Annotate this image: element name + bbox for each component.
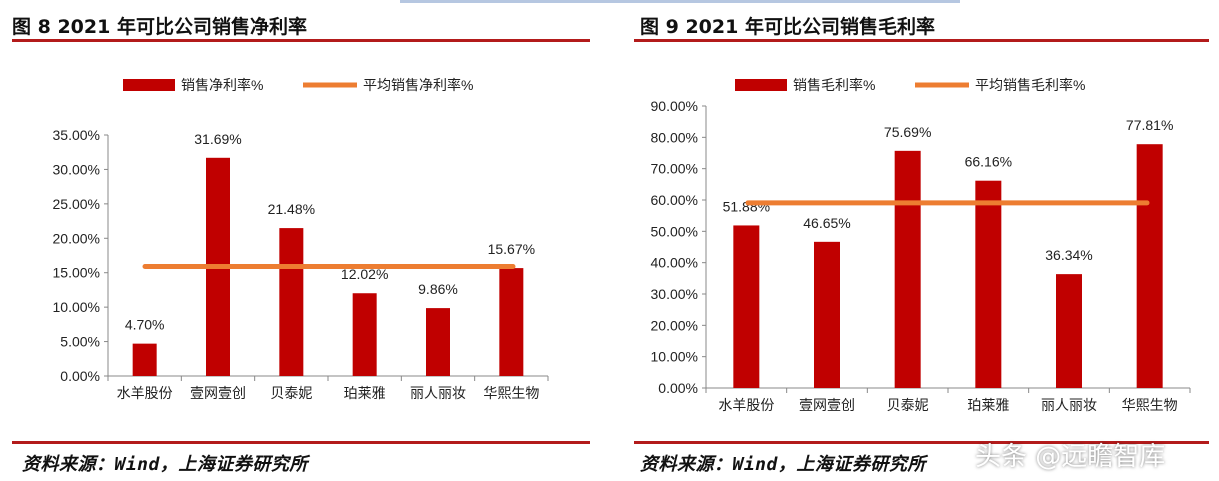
category-label: 华熙生物 — [483, 385, 539, 401]
y-tick-label: 40.00% — [651, 255, 698, 271]
top-edge-strip — [400, 0, 960, 3]
y-tick-label: 60.00% — [651, 192, 698, 208]
figure-9-title: 图 9 2021 年可比公司销售毛利率 — [640, 16, 935, 38]
data-label: 21.48% — [268, 201, 315, 217]
legend-bar-swatch — [123, 79, 175, 91]
y-tick-label: 25.00% — [53, 196, 100, 212]
legend-average-label: 平均销售净利率% — [363, 77, 473, 93]
y-tick-label: 15.00% — [53, 265, 100, 281]
figure-9-top-rule — [634, 39, 1209, 42]
category-label: 丽人丽妆 — [410, 385, 466, 401]
category-label: 华熙生物 — [1122, 397, 1178, 413]
category-label: 贝泰妮 — [887, 397, 929, 413]
data-label: 12.02% — [341, 266, 388, 282]
bar-4 — [352, 293, 377, 376]
data-label: 36.34% — [1045, 247, 1092, 263]
y-tick-label: 20.00% — [53, 230, 100, 246]
figure-9-panel: 图 9 2021 年可比公司销售毛利率 销售毛利率% 平均销售毛利率% 0.00% 1… — [622, 0, 1219, 481]
figure-8-title: 图 8 2021 年可比公司销售净利率 — [12, 16, 307, 38]
bar-2 — [814, 241, 840, 388]
figure-9-chart: 销售毛利率% 平均销售毛利率% 0.00% 10.00% 20.00% 30.00% 40.… — [651, 77, 1191, 413]
category-label: 水羊股份 — [718, 397, 774, 413]
y-tick-label: 0.00% — [658, 380, 698, 396]
figure-8-top-rule — [12, 39, 590, 42]
bar-1 — [132, 343, 157, 376]
category-label: 壹网壹创 — [799, 397, 855, 413]
legend-average-label: 平均销售毛利率% — [975, 77, 1085, 93]
legend-bar-label: 销售毛利率% — [793, 77, 875, 93]
legend-bar-label: 销售净利率% — [181, 77, 263, 93]
data-label: 75.69% — [884, 124, 931, 140]
category-label: 贝泰妮 — [270, 385, 312, 401]
y-tick-label: 5.00% — [60, 334, 100, 350]
y-tick-label: 20.00% — [651, 317, 698, 333]
watermark-text: 头条 @远瞻智库 — [975, 442, 1166, 472]
bar-6 — [499, 268, 524, 376]
category-label: 珀莱雅 — [967, 397, 1009, 413]
figure-8-source: 资料来源：Wind，上海证券研究所 — [22, 454, 308, 475]
figure-8-chart: 销售净利率% 平均销售净利率% 0.00% 5.00% 10.00% 15.00% 20.0… — [53, 77, 549, 401]
bar-5 — [426, 308, 450, 376]
y-tick-label: 0.00% — [60, 368, 100, 384]
legend-bar-swatch — [735, 79, 787, 91]
category-label: 丽人丽妆 — [1041, 397, 1097, 413]
data-label: 66.16% — [965, 154, 1012, 170]
y-tick-label: 90.00% — [651, 98, 698, 114]
data-label: 46.65% — [803, 215, 850, 231]
y-tick-label: 35.00% — [53, 127, 100, 143]
category-label: 珀莱雅 — [344, 385, 386, 401]
data-label: 15.67% — [488, 241, 535, 257]
bar-1 — [733, 225, 760, 388]
y-tick-label: 10.00% — [53, 299, 100, 315]
bar-5 — [1056, 274, 1082, 388]
y-tick-label: 30.00% — [53, 161, 100, 177]
data-label: 4.70% — [125, 317, 165, 333]
bar-4 — [975, 180, 1002, 388]
figure-8-panel: 图 8 2021 年可比公司销售净利率 销售净利率% 平均销售净利率% 0.00% 5… — [0, 0, 600, 481]
y-tick-label: 10.00% — [651, 349, 698, 365]
bar-6 — [1136, 144, 1163, 388]
y-tick-label: 70.00% — [651, 161, 698, 177]
bar-3 — [894, 150, 921, 388]
y-tick-label: 30.00% — [651, 286, 698, 302]
category-label: 壹网壹创 — [190, 385, 246, 401]
data-label: 9.86% — [418, 281, 458, 297]
data-label: 31.69% — [194, 131, 241, 147]
category-label: 水羊股份 — [117, 385, 173, 401]
data-label: 77.81% — [1126, 117, 1173, 133]
y-tick-label: 50.00% — [651, 223, 698, 239]
figure-8-bottom-rule — [12, 441, 590, 444]
figure-9-bottom-rule — [634, 441, 1209, 444]
figure-9-source: 资料来源：Wind，上海证券研究所 — [640, 454, 926, 475]
bar-3 — [279, 228, 304, 376]
y-tick-label: 80.00% — [651, 129, 698, 145]
